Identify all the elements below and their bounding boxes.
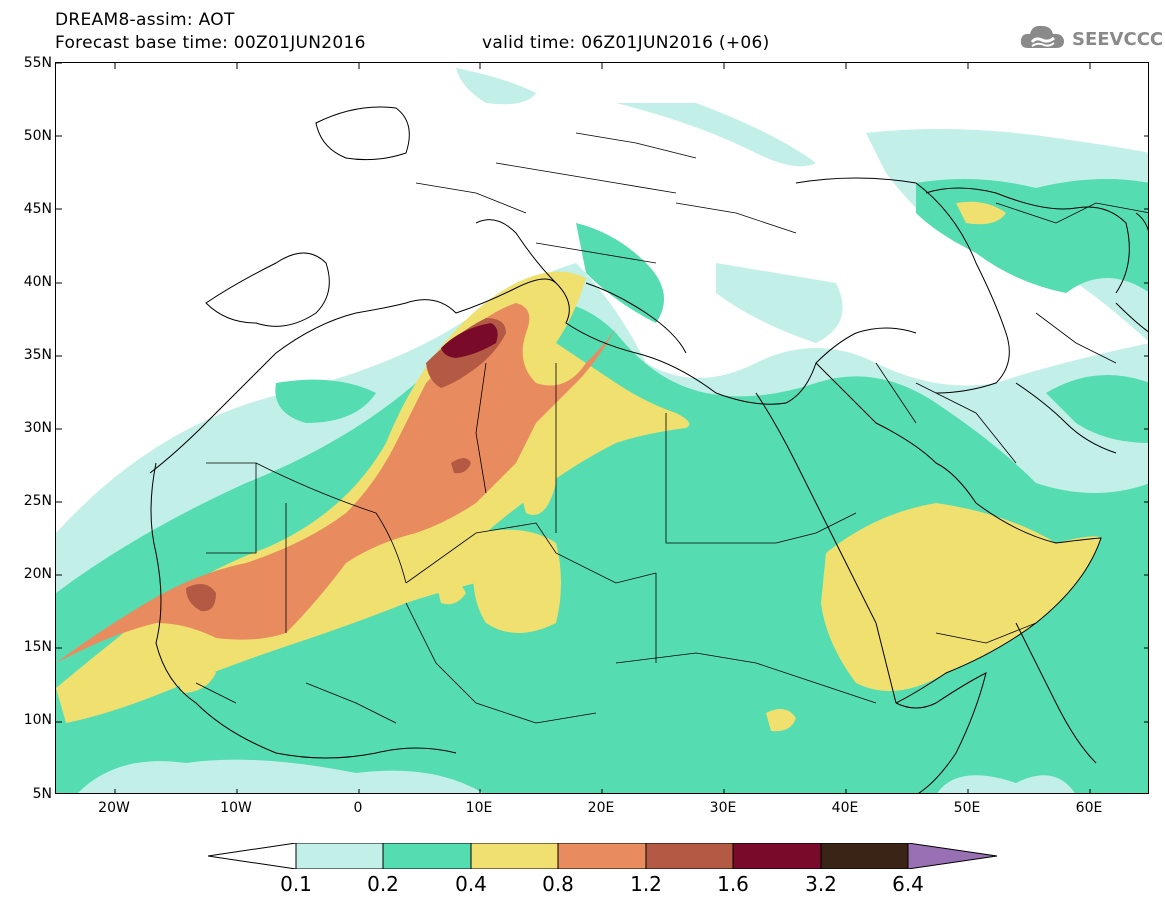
lat-label: 20N (23, 566, 52, 582)
axis-ticks (56, 63, 1148, 793)
colorbar-label: 0.4 (455, 872, 487, 896)
lat-label: 55N (23, 55, 52, 71)
colorbar-swatch (732, 842, 822, 870)
colorbar-swatch (557, 842, 647, 870)
lat-label: 50N (23, 128, 52, 144)
lat-label: 35N (23, 347, 52, 363)
aot-level-1.6 (441, 323, 498, 358)
colorbar-label: 1.6 (717, 872, 749, 896)
colorbar-swatch (470, 842, 559, 870)
lon-label: 20E (587, 800, 615, 816)
colorbar-label: 0.8 (542, 872, 574, 896)
colorbar-swatch (382, 842, 472, 870)
seevccc-logo: SEEVCCC (1018, 20, 1163, 60)
colorbar-under-arrow (207, 842, 297, 870)
coastlines (149, 106, 1148, 793)
valid-time: valid time: 06Z01JUN2016 (+06) (482, 33, 770, 53)
cloud-icon (1020, 25, 1064, 48)
colorbar-swatch (645, 842, 734, 870)
colorbar-over-arrow (907, 842, 998, 870)
colorbar-swatch (295, 842, 384, 870)
lon-label: 0 (353, 800, 363, 816)
lon-label: 40E (831, 800, 859, 816)
lat-label: 5N (32, 786, 52, 802)
aot-level-0.8 (56, 303, 616, 663)
map-title: DREAM8-assim: AOT (55, 10, 235, 30)
lat-label: 25N (23, 493, 52, 509)
colorbar-label: 0.1 (280, 872, 312, 896)
aot-field (56, 63, 1148, 793)
forecast-base-time: Forecast base time: 00Z01JUN2016 (55, 33, 366, 53)
lon-label: 20W (98, 800, 130, 816)
colorbar (207, 842, 998, 870)
colorbar-label: 3.2 (805, 872, 837, 896)
logo-text: SEEVCCC (1072, 29, 1164, 50)
colorbar-label: 0.2 (367, 872, 399, 896)
lat-label: 30N (23, 420, 52, 436)
lon-label: 30E (709, 800, 737, 816)
lat-label: 15N (23, 639, 52, 655)
borders (195, 132, 1148, 724)
lon-label: 10E (465, 800, 493, 816)
lat-label: 45N (23, 201, 52, 217)
lat-label: 40N (23, 274, 52, 290)
lon-label: 60E (1075, 800, 1103, 816)
aot-map (55, 62, 1149, 794)
lon-label: 10W (220, 800, 252, 816)
lat-label: 10N (23, 712, 52, 728)
colorbar-swatch (820, 842, 909, 870)
colorbar-label: 1.2 (630, 872, 662, 896)
lon-label: 50E (953, 800, 981, 816)
colorbar-label: 6.4 (892, 872, 924, 896)
